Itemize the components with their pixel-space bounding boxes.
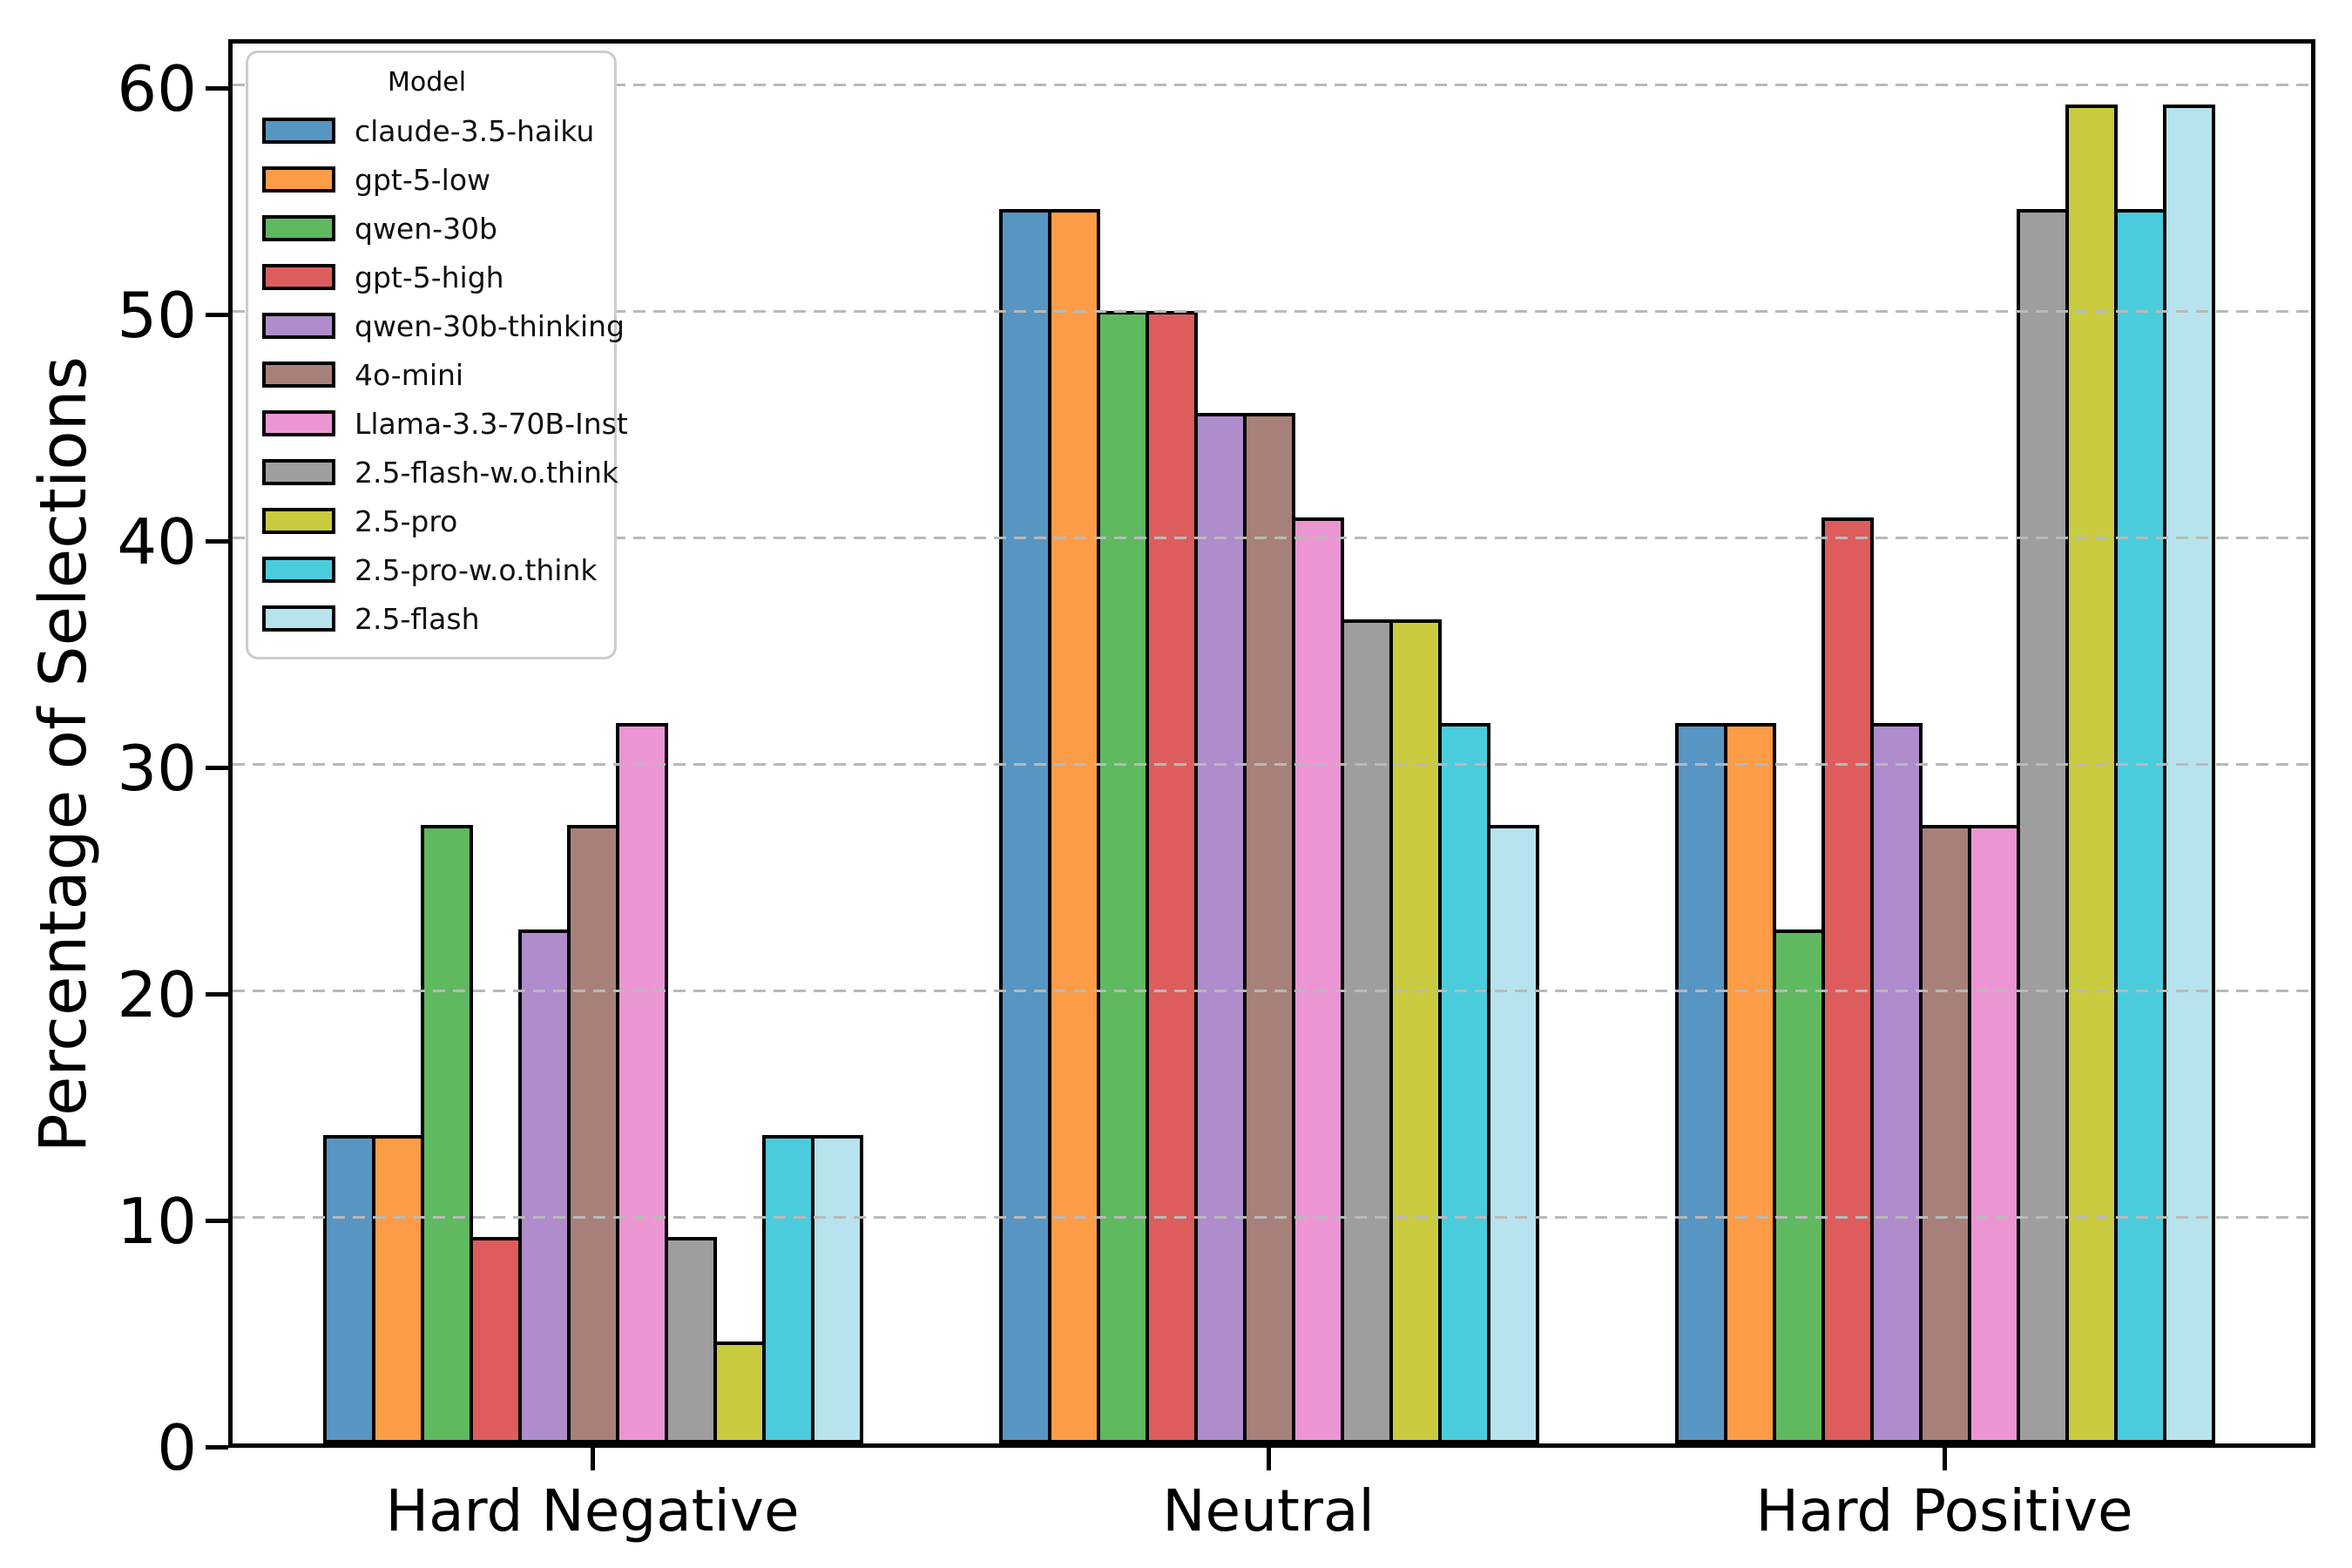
legend-swatch-2.5-pro-w.o.think — [262, 557, 335, 583]
bar-2.5-flash-w.o.think — [1341, 618, 1393, 1443]
bar-Llama-3.3-70B-Inst — [1968, 825, 2020, 1443]
bar-2.5-flash-w.o.think — [2017, 209, 2069, 1443]
x-tick-mark-3 — [1942, 1448, 1947, 1470]
legend-swatch-2.5-flash-w.o.think — [262, 459, 335, 485]
y-tick-mark-20 — [206, 992, 228, 997]
bar-claude-3.5-haiku — [1675, 723, 1727, 1443]
bar-4o-mini — [1243, 413, 1295, 1443]
bar-2.5-pro-w.o.think — [1438, 723, 1490, 1443]
bar-2.5-pro-w.o.think — [2114, 209, 2166, 1443]
legend-label-gpt-5-high: gpt-5-high — [355, 260, 504, 294]
bar-qwen-30b-thinking — [518, 929, 571, 1443]
bar-group-hard-negative — [323, 44, 863, 1443]
legend-label-4o-mini: 4o-mini — [355, 357, 464, 392]
y-tick-label-0: 0 — [157, 1411, 197, 1484]
legend-label-qwen-30b-thinking: qwen-30b-thinking — [355, 308, 625, 343]
legend-row-gpt-5-low: gpt-5-low — [248, 155, 605, 204]
legend-swatch-qwen-30b — [262, 215, 335, 241]
legend-label-claude-3.5-haiku: claude-3.5-haiku — [355, 113, 595, 148]
legend-swatch-2.5-pro — [262, 508, 335, 534]
y-tick-label-60: 60 — [117, 52, 197, 125]
legend-title: Model — [387, 67, 467, 98]
legend-rows: claude-3.5-haiku gpt-5-low qwen-30b gpt-5-h… — [248, 106, 628, 643]
bar-4o-mini — [1919, 825, 1971, 1443]
legend-swatch-2.5-flash — [262, 605, 335, 632]
bar-2.5-flash — [2163, 105, 2215, 1443]
legend-row-2.5-pro: 2.5-pro — [248, 497, 605, 545]
bar-Llama-3.3-70B-Inst — [616, 723, 668, 1443]
bar-2.5-pro — [1389, 618, 1442, 1443]
legend-label-qwen-30b: qwen-30b — [355, 211, 498, 246]
x-tick-mark-2 — [1266, 1448, 1271, 1470]
legend-label-2.5-pro: 2.5-pro — [355, 504, 458, 538]
y-tick-mark-50 — [206, 313, 228, 317]
bar-gpt-5-high — [1821, 517, 1874, 1443]
bar-claude-3.5-haiku — [999, 209, 1051, 1443]
legend-swatch-gpt-5-high — [262, 264, 335, 290]
y-tick-label-30: 30 — [117, 732, 197, 805]
legend-swatch-gpt-5-low — [262, 166, 335, 193]
y-tick-mark-30 — [206, 766, 228, 770]
y-tick-label-20: 20 — [117, 958, 197, 1031]
bar-claude-3.5-haiku — [323, 1135, 375, 1443]
bar-qwen-30b — [1773, 929, 1825, 1443]
legend-row-claude-3.5-haiku: claude-3.5-haiku — [248, 106, 605, 155]
x-tick-label-hard-negative: Hard Negative — [385, 1477, 800, 1544]
bar-group-hard-positive — [1675, 44, 2215, 1443]
legend-label-2.5-flash: 2.5-flash — [355, 601, 480, 636]
legend: Model claude-3.5-haiku gpt-5-low qwen-30b g… — [246, 51, 628, 659]
bar-gpt-5-low — [1724, 723, 1776, 1443]
y-tick-mark-10 — [206, 1219, 228, 1223]
y-tick-label-40: 40 — [117, 505, 197, 578]
legend-row-2.5-flash-w.o.think: 2.5-flash-w.o.think — [248, 448, 618, 497]
y-tick-label-10: 10 — [117, 1185, 197, 1258]
y-tick-mark-40 — [206, 539, 228, 544]
legend-swatch-4o-mini — [262, 362, 335, 388]
legend-row-Llama-3.3-70B-Inst: Llama-3.3-70B-Inst — [248, 399, 628, 448]
bar-4o-mini — [567, 825, 619, 1443]
legend-row-2.5-pro-w.o.think: 2.5-pro-w.o.think — [248, 545, 605, 594]
bar-qwen-30b — [1097, 311, 1149, 1443]
legend-label-2.5-flash-w.o.think: 2.5-flash-w.o.think — [355, 455, 619, 490]
bar-gpt-5-low — [372, 1135, 424, 1443]
x-tick-label-neutral: Neutral — [1162, 1477, 1375, 1544]
bar-2.5-flash-w.o.think — [665, 1237, 717, 1443]
bar-Llama-3.3-70B-Inst — [1292, 517, 1344, 1443]
y-tick-label-50: 50 — [117, 279, 197, 352]
x-tick-mark-1 — [590, 1448, 595, 1470]
legend-label-gpt-5-low: gpt-5-low — [355, 162, 490, 197]
bar-gpt-5-high — [470, 1237, 522, 1443]
bar-2.5-flash — [811, 1135, 863, 1443]
legend-row-4o-mini: 4o-mini — [248, 350, 605, 399]
bar-2.5-pro-w.o.think — [762, 1135, 814, 1443]
legend-row-qwen-30b-thinking: qwen-30b-thinking — [248, 301, 625, 350]
bar-gpt-5-low — [1048, 209, 1100, 1443]
legend-swatch-qwen-30b-thinking — [262, 313, 335, 339]
legend-row-2.5-flash: 2.5-flash — [248, 594, 605, 643]
bar-qwen-30b-thinking — [1194, 413, 1247, 1443]
legend-row-gpt-5-high: gpt-5-high — [248, 253, 605, 301]
legend-swatch-Llama-3.3-70B-Inst — [262, 410, 335, 436]
bar-2.5-flash — [1487, 825, 1539, 1443]
legend-row-qwen-30b: qwen-30b — [248, 204, 605, 253]
y-tick-mark-0 — [206, 1445, 228, 1450]
bar-2.5-pro — [713, 1342, 766, 1443]
bar-group-neutral — [999, 44, 1539, 1443]
legend-swatch-claude-3.5-haiku — [262, 118, 335, 144]
legend-label-2.5-pro-w.o.think: 2.5-pro-w.o.think — [355, 552, 598, 587]
bar-qwen-30b — [421, 825, 473, 1443]
y-tick-mark-60 — [206, 86, 228, 91]
bar-qwen-30b-thinking — [1870, 723, 1923, 1443]
x-tick-label-hard-positive: Hard Positive — [1755, 1477, 2133, 1544]
bar-gpt-5-high — [1146, 311, 1198, 1443]
bar-2.5-pro — [2065, 105, 2118, 1443]
legend-label-Llama-3.3-70B-Inst: Llama-3.3-70B-Inst — [355, 406, 628, 441]
